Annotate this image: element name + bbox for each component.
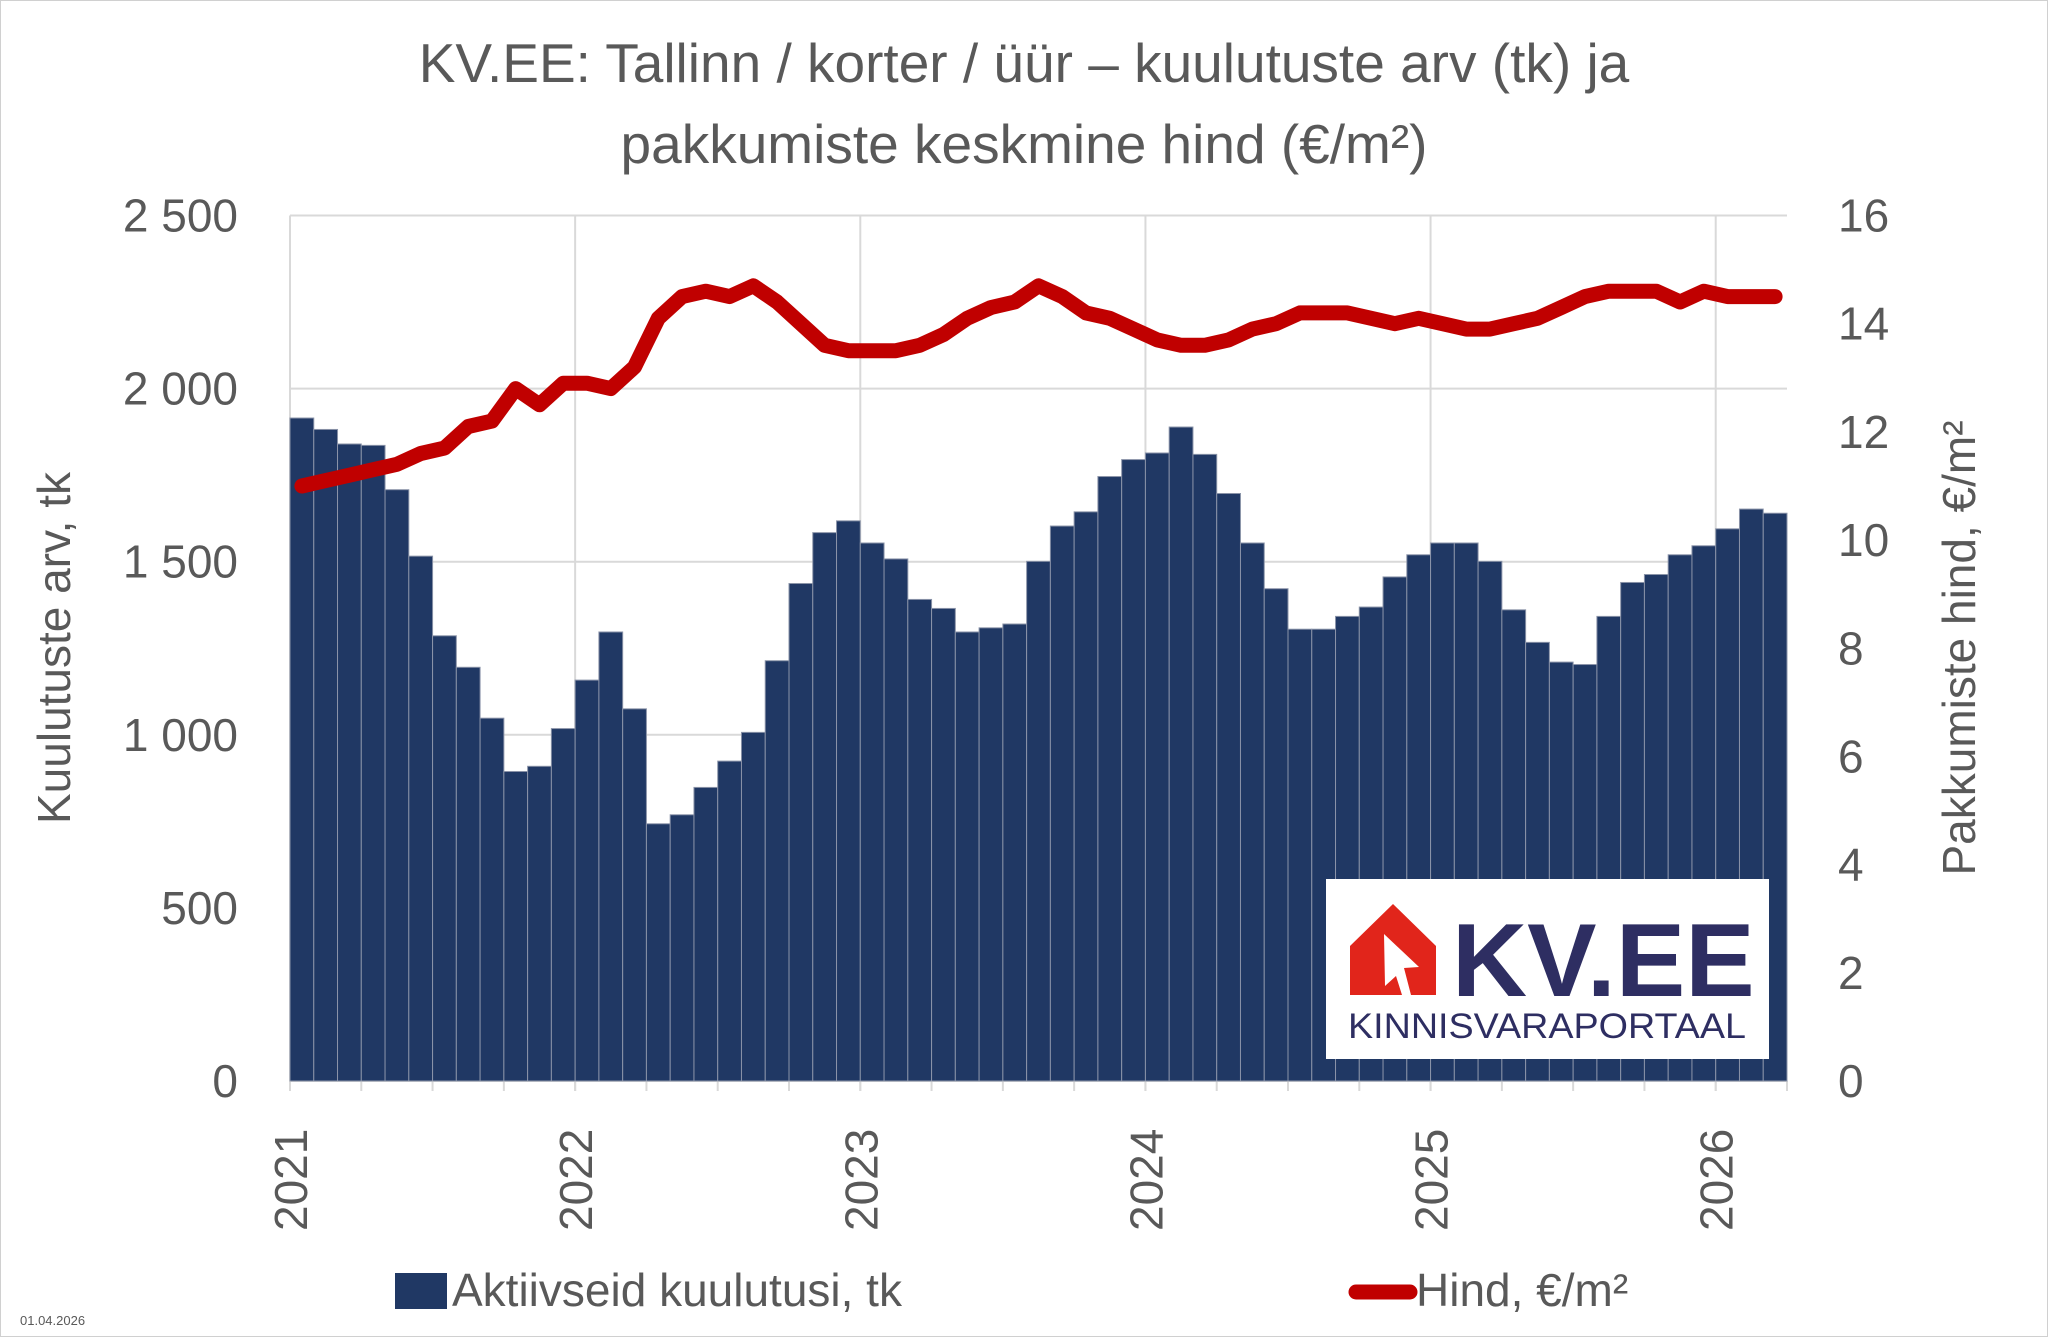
bar [550, 728, 576, 1082]
bar [622, 708, 647, 1082]
legend-label-bars: Aktiivseid kuulutusi, tk [452, 1264, 903, 1316]
bar [931, 607, 956, 1082]
bar [455, 666, 481, 1082]
bar [859, 542, 885, 1082]
bar [1263, 588, 1289, 1082]
bar [740, 731, 766, 1082]
y-left-tick-label: 0 [212, 1055, 238, 1107]
bar [598, 631, 624, 1082]
y-right-tick-label: 10 [1838, 514, 1889, 566]
bar [1762, 512, 1788, 1082]
logo-subtitle: KINNISVARAPORTAAL [1348, 1007, 1746, 1046]
bar [527, 765, 552, 1082]
bar [313, 428, 339, 1082]
bar [693, 786, 719, 1082]
bar [717, 760, 742, 1082]
bar [1026, 560, 1051, 1082]
bar [669, 814, 695, 1082]
chart-title-line-1: KV.EE: Tallinn / korter / üür – kuulutus… [419, 32, 1630, 94]
y-axis-left-label: Kuulutuste arv, tk [28, 471, 80, 824]
legend: Aktiivseid kuulutusi, tk Hind, €/m² [395, 1264, 1628, 1316]
bar [1049, 525, 1075, 1082]
bar [1168, 426, 1194, 1082]
x-tick-label: 2024 [1120, 1129, 1172, 1231]
cursor-arrow-icon [1384, 934, 1419, 995]
bar [1239, 542, 1265, 1082]
bar [574, 679, 600, 1082]
y-right-tick-label: 8 [1838, 622, 1864, 674]
y-right-tick-label: 6 [1838, 730, 1864, 782]
x-tick-label: 2026 [1691, 1129, 1743, 1231]
bar [1097, 476, 1123, 1082]
bar [503, 770, 529, 1082]
bar [1216, 492, 1241, 1082]
y-right-tick-label: 16 [1838, 190, 1889, 242]
bar [479, 717, 505, 1082]
y-right-tick-label: 14 [1838, 298, 1889, 350]
series-line-hind [294, 278, 1783, 494]
bar [1287, 628, 1313, 1082]
bar [432, 635, 457, 1082]
bar [1192, 453, 1218, 1082]
bar [289, 417, 315, 1082]
x-tick-label: 2023 [835, 1129, 887, 1231]
bar [788, 583, 814, 1082]
y-right-tick-label: 2 [1838, 947, 1864, 999]
y-right-tick-label: 12 [1838, 406, 1889, 458]
bar [1002, 623, 1028, 1082]
bar [1121, 459, 1146, 1082]
bar [645, 823, 671, 1082]
y-left-tick-label: 1 500 [123, 536, 238, 588]
x-tick-label: 2025 [1406, 1129, 1458, 1231]
bar [1144, 452, 1170, 1082]
bar [764, 660, 790, 1082]
y-right-tick-label: 4 [1838, 839, 1864, 891]
y-right-tick-label: 0 [1838, 1055, 1864, 1107]
legend-swatch-bars [395, 1273, 447, 1309]
bar [360, 444, 386, 1082]
x-tick-label: 2021 [265, 1129, 317, 1231]
bar [883, 558, 909, 1082]
bar [408, 555, 434, 1082]
bar [384, 489, 410, 1082]
chart-title-line-2: pakkumiste keskmine hind (€/m²) [621, 113, 1428, 175]
bar [978, 627, 1004, 1082]
footer-date: 01.04.2026 [20, 1313, 85, 1328]
y-left-tick-label: 500 [161, 882, 238, 934]
bar [337, 443, 362, 1082]
y-left-tick-label: 2 000 [123, 363, 238, 415]
bar [836, 520, 861, 1082]
x-tick-label: 2022 [550, 1129, 602, 1231]
y-axis-right-label: Pakkumiste hind, €/m² [1933, 420, 1985, 875]
kv-ee-logo: KV.EE KINNISVARAPORTAAL [1326, 879, 1769, 1059]
logo-text: KV.EE [1452, 903, 1755, 1019]
y-left-tick-label: 2 500 [123, 190, 238, 242]
bar [907, 598, 933, 1082]
bar [812, 532, 838, 1082]
legend-label-line: Hind, €/m² [1416, 1264, 1628, 1316]
bar [954, 631, 980, 1082]
y-left-tick-label: 1 000 [123, 709, 238, 761]
bar [1073, 511, 1099, 1082]
